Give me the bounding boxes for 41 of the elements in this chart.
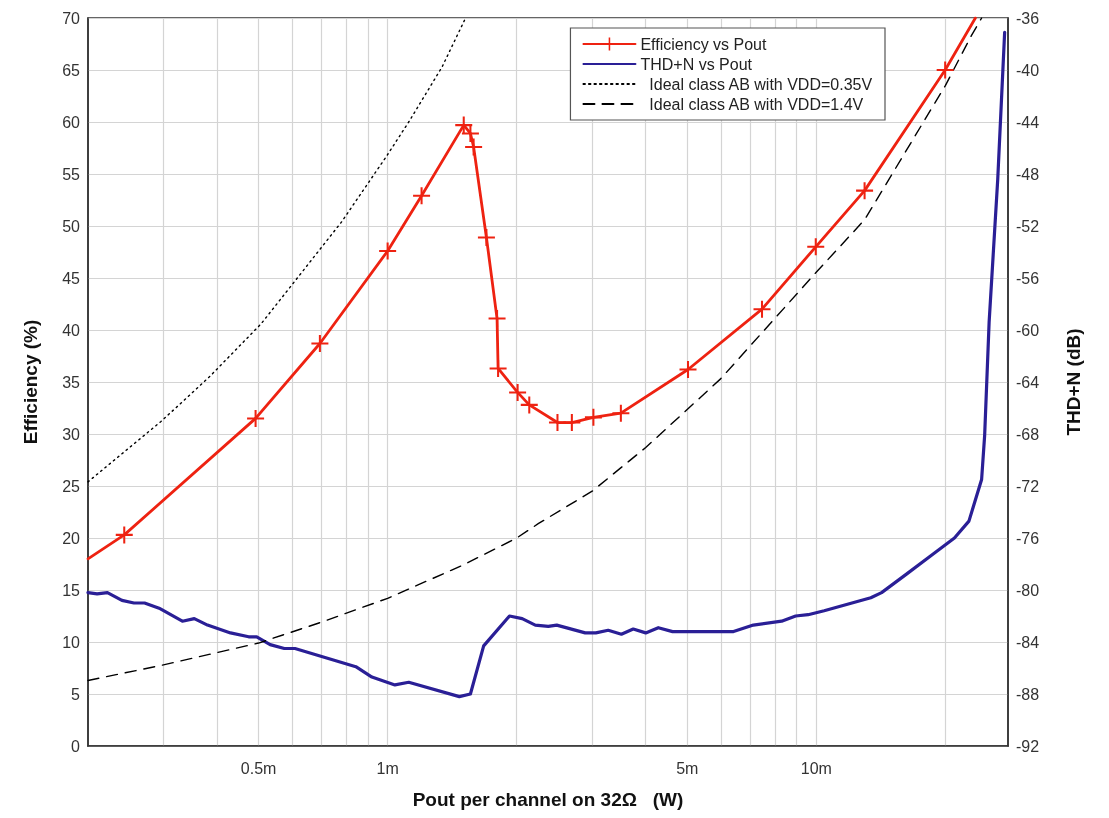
x-axis-title: Pout per channel on 32Ω (W) xyxy=(412,789,684,810)
x-tick-label: 5m xyxy=(676,759,699,777)
x-tick-label: 0.5m xyxy=(240,759,277,777)
y-tick-label: 35 xyxy=(62,373,81,391)
y-tick-label: 20 xyxy=(62,529,81,547)
legend-label: Efficiency vs Pout xyxy=(640,35,767,53)
x-tick-label: 10m xyxy=(800,759,832,777)
y2-tick-label: -72 xyxy=(1016,477,1040,495)
y-tick-label: 25 xyxy=(62,477,81,495)
y-tick-label: 40 xyxy=(62,321,81,339)
y2-tick-label: -92 xyxy=(1016,737,1040,755)
y-tick-label: 65 xyxy=(62,61,81,79)
y2-tick-label: -88 xyxy=(1016,685,1040,703)
x-tick-label: 1m xyxy=(376,759,399,777)
y-tick-label: 30 xyxy=(62,425,81,443)
y2-tick-label: -56 xyxy=(1016,269,1040,287)
y2-tick-label: -84 xyxy=(1016,633,1040,651)
y2-tick-label: -76 xyxy=(1016,529,1040,547)
y-tick-label: 0 xyxy=(71,737,81,755)
legend-label: Ideal class AB with VDD=1.4V xyxy=(640,95,864,113)
y2-tick-label: -80 xyxy=(1016,581,1040,599)
y2-axis-title: THD+N (dB) xyxy=(1063,328,1084,436)
y2-tick-label: -48 xyxy=(1016,165,1040,183)
y-tick-label: 50 xyxy=(62,217,81,235)
y-tick-label: 70 xyxy=(62,9,81,27)
y-tick-label: 15 xyxy=(62,581,81,599)
y-tick-label: 60 xyxy=(62,113,81,131)
y-axis-title: Efficiency (%) xyxy=(20,319,41,445)
y-tick-label: 45 xyxy=(62,269,81,287)
y-tick-label: 55 xyxy=(62,165,81,183)
y2-tick-label: -68 xyxy=(1016,425,1040,443)
y2-tick-label: -52 xyxy=(1016,217,1040,235)
legend-label: Ideal class AB with VDD=0.35V xyxy=(640,75,873,93)
y2-tick-label: -40 xyxy=(1016,61,1040,79)
legend-label: THD+N vs Pout xyxy=(640,55,753,73)
y2-tick-label: -36 xyxy=(1016,9,1040,27)
y2-tick-label: -60 xyxy=(1016,321,1040,339)
y2-tick-label: -64 xyxy=(1016,373,1040,391)
y2-tick-label: -44 xyxy=(1016,113,1040,131)
y-tick-label: 10 xyxy=(62,633,81,651)
y-tick-label: 5 xyxy=(71,685,81,703)
